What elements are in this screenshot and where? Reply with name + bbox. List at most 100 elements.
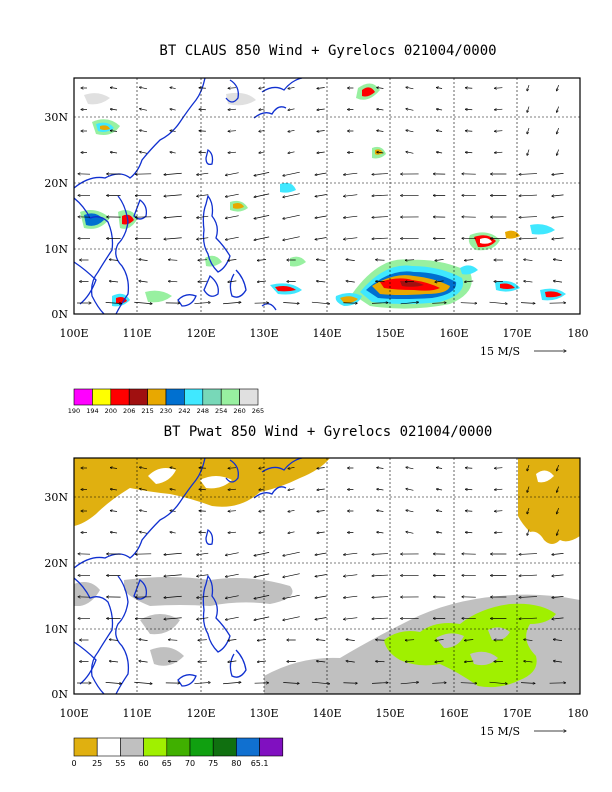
panel-pwat: BT Pwat 850 Wind + Gyrelocs 021004/0000 — [44, 424, 588, 768]
wind-vector — [344, 237, 358, 240]
svg-text:110E: 110E — [122, 707, 151, 720]
wind-vector — [524, 259, 533, 260]
colorbar-label: 80 — [231, 759, 241, 768]
wind-vector — [198, 260, 207, 261]
wind-vector — [259, 510, 265, 511]
wind-vector — [170, 510, 176, 511]
colorbar-swatch — [92, 388, 112, 406]
colorbar-label: 260 — [233, 407, 245, 415]
svg-text:20N: 20N — [44, 557, 68, 570]
wind-vector — [315, 215, 327, 218]
lat-labels: 30N 20N 10N 0N — [44, 111, 68, 321]
reference-vector: 15 M/S — [480, 345, 566, 358]
wind-vector — [139, 661, 148, 662]
wind-vector — [553, 281, 563, 282]
wind-vector — [494, 131, 503, 132]
wind-vector — [317, 130, 325, 131]
wind-vector — [343, 683, 357, 684]
wind-vector — [194, 682, 210, 683]
wind-vector — [464, 661, 474, 662]
wind-vector — [552, 195, 564, 196]
grid-2 — [74, 458, 580, 694]
wind-vector — [228, 131, 236, 132]
wind-vector — [519, 597, 537, 598]
wind-vector — [228, 639, 237, 640]
wind-vector — [257, 281, 267, 282]
wind-vector — [527, 507, 530, 514]
wind-vector — [198, 281, 207, 282]
wind-vector — [315, 595, 327, 598]
wind-vector — [405, 640, 415, 641]
wind-vector — [139, 532, 148, 534]
wind-vector — [164, 237, 182, 239]
wind-vector — [197, 574, 209, 577]
wind-vector — [377, 511, 384, 512]
wind-vector — [254, 172, 270, 175]
wind-vector — [315, 194, 327, 197]
wind-vector — [228, 532, 236, 533]
wind-vector — [139, 130, 148, 133]
wind-vector — [557, 106, 559, 113]
wind-vector — [489, 301, 507, 304]
wind-vector — [435, 259, 444, 260]
wind-vector — [372, 597, 388, 598]
wind-vector — [228, 152, 236, 153]
wind-vector — [283, 193, 300, 198]
wind-vector — [519, 575, 537, 576]
colorbar-swatch — [239, 388, 259, 406]
wind-vector — [283, 683, 299, 684]
coastlines-2 — [74, 458, 303, 694]
wind-vector — [372, 575, 388, 576]
wind-vector — [259, 467, 265, 468]
wind-vector — [139, 489, 148, 491]
wind-vector — [372, 683, 388, 684]
wind-vector — [524, 661, 533, 662]
colorbar-label: 55 — [115, 759, 125, 768]
wind-vector — [197, 172, 209, 175]
wind-vector — [406, 152, 414, 154]
wind-vector — [372, 195, 388, 196]
svg-text:20N: 20N — [44, 177, 68, 190]
wind-vector — [436, 87, 443, 88]
svg-text:30N: 30N — [44, 111, 68, 124]
svg-text:130E: 130E — [249, 707, 278, 720]
wind-vector — [198, 661, 207, 662]
wind-vector — [557, 464, 559, 471]
wind-vector — [259, 130, 265, 131]
wind-vector — [521, 683, 535, 684]
wind-vector — [259, 152, 265, 153]
svg-text:170E: 170E — [502, 327, 531, 340]
wind-vector — [134, 301, 152, 303]
wind-vector — [254, 236, 270, 240]
wind-vector — [164, 552, 182, 554]
colorbar-swatch — [143, 737, 168, 757]
wind-vector — [316, 661, 326, 662]
svg-text:0N: 0N — [51, 688, 68, 701]
wind-vector — [225, 236, 239, 240]
reference-vector-2: 15 M/S — [480, 725, 566, 738]
colorbar-label: 0 — [71, 759, 76, 768]
wind-vector — [259, 87, 265, 88]
svg-text:100E: 100E — [59, 707, 88, 720]
wind-vector — [225, 573, 239, 577]
wind-vector — [316, 639, 326, 640]
wind-vector — [346, 281, 355, 282]
wind-vector — [139, 152, 148, 154]
wind-vector — [432, 303, 446, 304]
wind-vector — [489, 681, 507, 684]
svg-text:110E: 110E — [122, 327, 151, 340]
wind-vector — [557, 149, 559, 156]
lat-labels-2: 30N 20N 10N 0N — [44, 491, 68, 701]
colorbar-swatch — [165, 388, 185, 406]
wind-vector — [168, 260, 178, 261]
wind-vector — [494, 152, 503, 153]
colorbar-label: 206 — [123, 407, 135, 415]
wind-vector — [168, 661, 178, 662]
wind-vector — [228, 489, 236, 490]
wind-vector — [110, 532, 118, 533]
wind-vector — [406, 489, 414, 491]
wind-vector — [254, 573, 270, 577]
colorbar-label: 215 — [141, 407, 153, 415]
wind-vector — [315, 574, 327, 577]
wind-vector — [197, 552, 209, 555]
